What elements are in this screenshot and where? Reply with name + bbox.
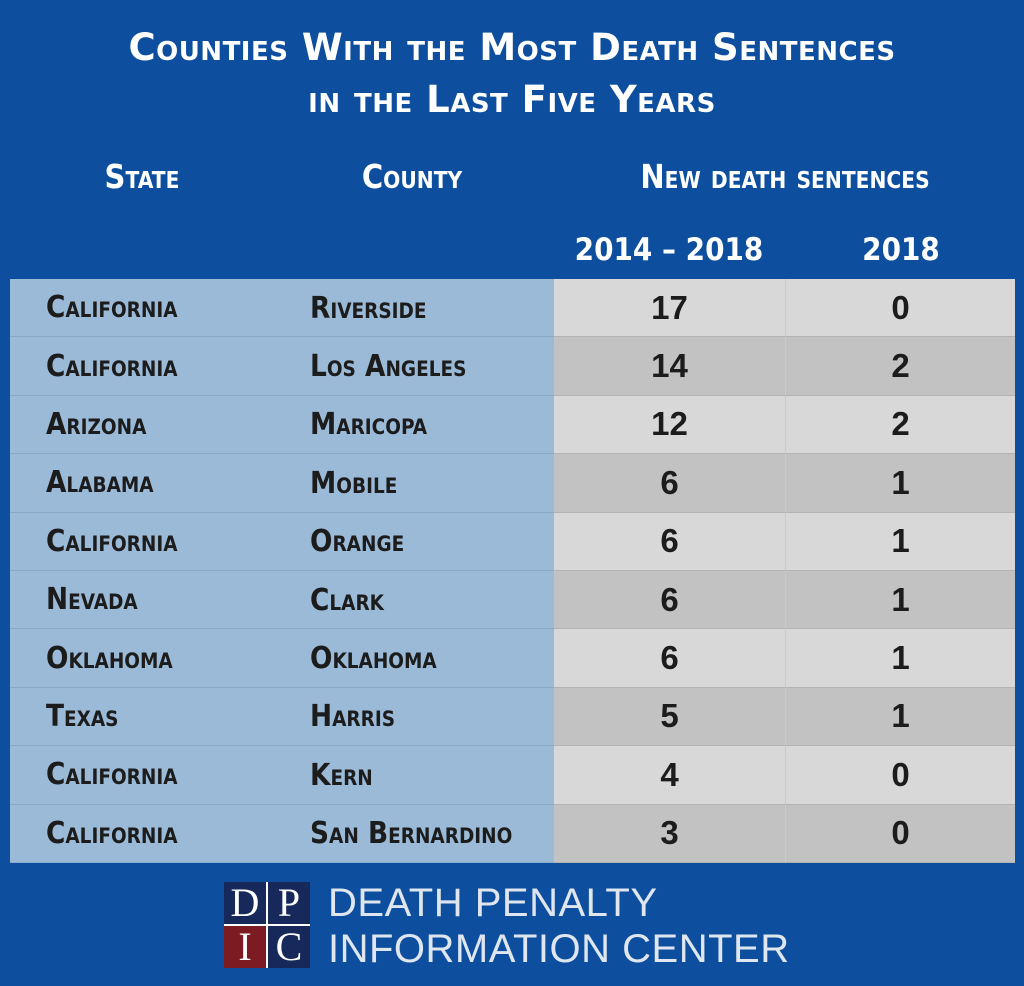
organization-name-line2: INFORMATION CENTER <box>328 927 790 971</box>
new-death-sentences-header: New death sentences <box>640 157 930 196</box>
county-cell: Riverside <box>310 290 427 326</box>
table-row: Oklahoma Oklahoma 6 1 <box>10 629 1015 688</box>
table-row: California San Bernardino 3 0 <box>10 804 1015 863</box>
five-year-count-cell: 6 <box>554 512 785 571</box>
table-row: Arizona Maricopa 12 2 <box>10 395 1015 455</box>
dpic-logo: D P I C <box>224 882 310 968</box>
logo-letter-d: D <box>224 882 266 924</box>
logo-letter-p: P <box>268 882 310 924</box>
county-cell: Clark <box>310 582 385 618</box>
state-label: California <box>46 348 178 384</box>
state-label: California <box>46 523 178 559</box>
state-label: California <box>46 290 178 326</box>
state-column-header: State <box>104 157 180 196</box>
sentences-table: California Riverside 17 0 California Los Ange… <box>10 279 1015 863</box>
state-cell: Alabama <box>10 454 554 513</box>
state-cell: California <box>10 804 554 863</box>
state-cell: Nevada <box>10 570 554 630</box>
year-2018-count-cell: 1 <box>785 570 1015 630</box>
table-row: California Los Angeles 14 2 <box>10 337 1015 396</box>
year-2018-count-cell: 0 <box>785 804 1015 863</box>
state-cell: California <box>10 512 554 571</box>
logo-letter-i: I <box>224 926 266 968</box>
five-year-count-cell: 17 <box>554 279 785 338</box>
table-row: California Riverside 17 0 <box>10 279 1015 338</box>
organization-name-line1: DEATH PENALTY <box>328 881 658 925</box>
table-row: Nevada Clark 6 1 <box>10 570 1015 630</box>
five-year-count-cell: 6 <box>554 570 785 630</box>
state-label: Alabama <box>46 465 154 501</box>
organization-name: DEATH PENALTY INFORMATION CENTER <box>328 880 790 972</box>
chart-title-line1: Counties With the Most Death Sentences <box>128 26 896 69</box>
county-cell: Los Angeles <box>310 349 467 385</box>
year-2018-count-cell: 1 <box>785 629 1015 688</box>
table-row: California Orange 6 1 <box>10 512 1015 571</box>
state-label: Arizona <box>46 406 147 442</box>
state-label: California <box>46 757 178 793</box>
year-2018-count-cell: 1 <box>785 454 1015 513</box>
state-cell: Arizona <box>10 395 554 455</box>
five-year-count-cell: 12 <box>554 395 785 455</box>
state-cell: California <box>10 337 554 396</box>
state-label: Nevada <box>46 582 138 618</box>
year-2018-count-cell: 0 <box>785 746 1015 805</box>
five-year-count-cell: 5 <box>554 687 785 747</box>
state-label: California <box>46 815 178 851</box>
county-cell: San Bernardino <box>310 816 513 852</box>
logo-letter-c: C <box>268 926 310 968</box>
table-row: Texas Harris 5 1 <box>10 687 1015 747</box>
state-cell: California <box>10 746 554 805</box>
county-cell: Harris <box>310 699 396 735</box>
state-cell: Oklahoma <box>10 629 554 688</box>
state-label: Texas <box>46 698 119 734</box>
state-cell: California <box>10 279 554 338</box>
year-2018-count-cell: 2 <box>785 395 1015 455</box>
county-cell: Oklahoma <box>310 641 437 677</box>
state-label: Oklahoma <box>46 640 173 676</box>
period-column-header: 2014 – 2018 <box>574 232 764 268</box>
five-year-count-cell: 6 <box>554 629 785 688</box>
year-2018-count-cell: 0 <box>785 279 1015 338</box>
table-row: Alabama Mobile 6 1 <box>10 454 1015 513</box>
county-cell: Mobile <box>310 465 398 501</box>
year-column-header: 2018 <box>862 232 940 268</box>
year-2018-count-cell: 2 <box>785 337 1015 396</box>
state-cell: Texas <box>10 687 554 747</box>
five-year-count-cell: 14 <box>554 337 785 396</box>
year-2018-count-cell: 1 <box>785 512 1015 571</box>
five-year-count-cell: 4 <box>554 746 785 805</box>
chart-title-line2: in the Last Five Years <box>308 78 716 121</box>
county-cell: Orange <box>310 524 405 560</box>
table-row: California Kern 4 0 <box>10 746 1015 805</box>
county-column-header: County <box>361 157 463 196</box>
five-year-count-cell: 6 <box>554 454 785 513</box>
county-cell: Kern <box>310 757 373 793</box>
county-cell: Maricopa <box>310 407 428 443</box>
chart-title: Counties With the Most Death Sentences i… <box>0 22 1024 126</box>
five-year-count-cell: 3 <box>554 804 785 863</box>
year-2018-count-cell: 1 <box>785 687 1015 747</box>
